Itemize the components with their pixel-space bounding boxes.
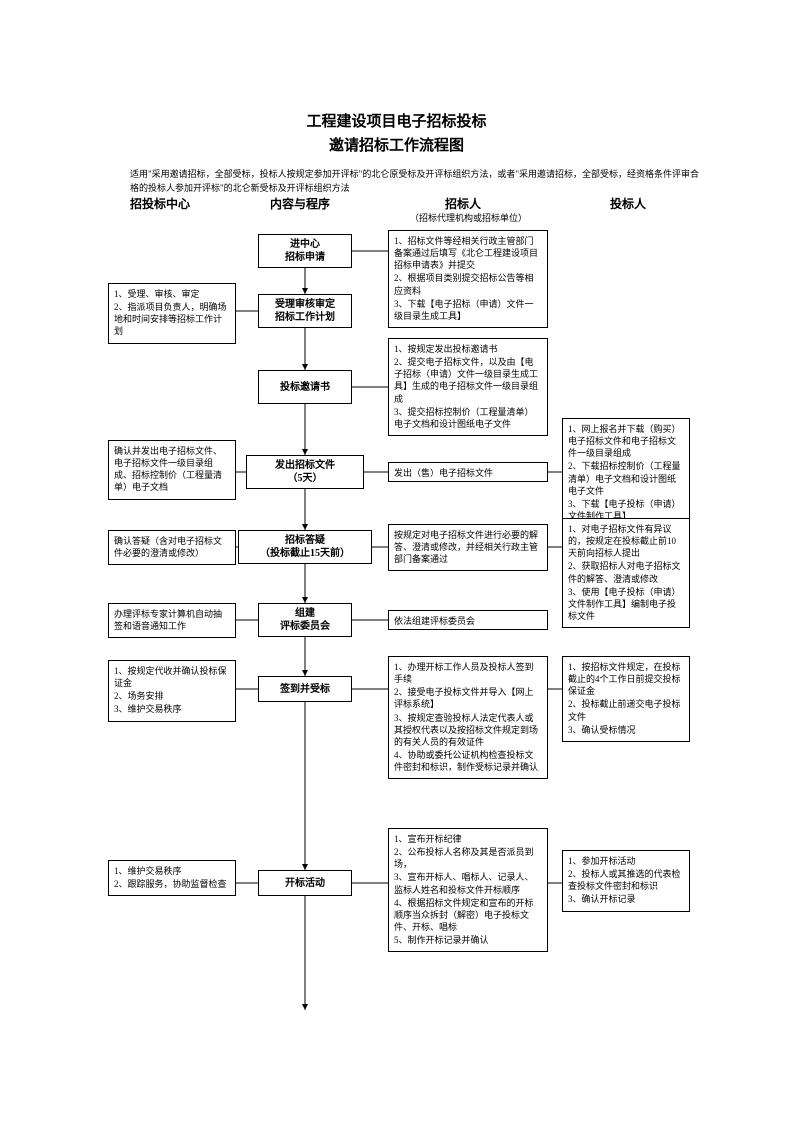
tbox-committee: 依法组建评标委员会 — [388, 610, 548, 630]
bbox-signin: 1、按招标文件规定，在投标截止的4个工作日前提交投标保证金 2、投标截止前递交电… — [562, 656, 690, 742]
tbox-issue: 发出（售）电子招标文件 — [388, 462, 548, 482]
node-committee-l2: 评标委员会 — [280, 620, 330, 633]
node-review-l1: 受理审核审定 — [275, 298, 335, 311]
b5c: 3、使用【电子投标（申请）文件制作工具】编制电子投标文件 — [568, 586, 684, 622]
tbox-apply: 1、招标文件等经相关行政主管部门备案通过后填写《北仑工程建设项目招标申请表》并提… — [388, 230, 548, 328]
l7a: 1、按规定代收并确认投标保证金 — [114, 665, 230, 689]
node-invite: 投标邀请书 — [258, 370, 352, 404]
col-tenderee: 招标人 — [445, 195, 481, 212]
tbox-invite: 1、按规定发出投标邀请书 2、提交电子招标文件，以及由【电子招标（申请）文件一级… — [388, 338, 548, 436]
b7b: 2、投标截止前递交电子投标文件 — [568, 698, 684, 722]
r8e: 5、制作开标记录并确认 — [394, 934, 542, 946]
node-apply-l2: 招标申请 — [285, 251, 325, 264]
l7b: 2、场务安排 — [114, 690, 230, 702]
r8c: 3、宣布开标人、唱标人、记录人、监标人姓名和投标文件开标顺序 — [394, 871, 542, 895]
node-review-l2: 招标工作计划 — [275, 311, 335, 324]
bbox-open: 1、参加开标活动 2、投标人或其推选的代表检查投标文件密封和标识 3、确认开标记… — [562, 850, 690, 912]
node-qa: 招标答疑 （投标截止15天前） — [238, 530, 372, 564]
node-committee-l1: 组建 — [295, 607, 315, 620]
r4a: 发出（售）电子招标文件 — [394, 467, 542, 479]
node-signin: 签到并受标 — [258, 676, 352, 702]
title-line-2: 邀请招标工作流程图 — [0, 134, 793, 158]
l2a: 1、受理、审核、审定 — [114, 288, 230, 300]
b5a: 1、对电子招标文件有异议的，按规定在投标截止前10天前向招标人提出 — [568, 523, 684, 559]
col-bidder: 投标人 — [610, 195, 646, 212]
r8d: 4、根据招标文件规定和宣布的开标顺序当众拆封（解密）电子投标文件、开标、唱标 — [394, 897, 542, 933]
l2b: 2、指派项目负责人，明确场地和时间安排等招标工作计划 — [114, 301, 230, 337]
b7c: 3、确认受标情况 — [568, 724, 684, 736]
r5a: 按规定对电子招标文件进行必要的解答、澄清或修改，并经相关行政主管部门备案通过 — [394, 529, 542, 565]
r1b: 2、根据项目类别提交招标公告等相应资料 — [394, 272, 542, 296]
r1c: 3、下载【电子招标（申请）文件一级目录生成工具】 — [394, 298, 542, 322]
node-invite-l1: 投标邀请书 — [280, 381, 330, 394]
r1a: 1、招标文件等经相关行政主管部门备案通过后填写《北仑工程建设项目招标申请表》并提… — [394, 235, 542, 271]
b4b: 2、下载招标控制价（工程量清单）电子文档和设计图纸电子文件 — [568, 460, 684, 496]
b8a: 1、参加开标活动 — [568, 855, 684, 867]
r7c: 3、按规定查验投标人法定代表人或其授权代表以及按招标文件规定到场的有关人员的有效… — [394, 712, 542, 748]
l8b: 2、跟踪服务，协助监督检查 — [114, 878, 230, 890]
l5a: 确认答疑（含对电子招标文件必要的澄清或修改） — [114, 535, 230, 559]
tbox-qa: 按规定对电子招标文件进行必要的解答、澄清或修改，并经相关行政主管部门备案通过 — [388, 524, 548, 571]
r8b: 2、公布投标人名称及其是否派员到场， — [394, 846, 542, 870]
b7a: 1、按招标文件规定，在投标截止的4个工作日前提交投标保证金 — [568, 661, 684, 697]
col-center: 招投标中心 — [130, 195, 190, 212]
node-open: 开标活动 — [258, 870, 352, 896]
l8a: 1、维护交易秩序 — [114, 865, 230, 877]
node-issue-l1: 发出招标文件 — [275, 459, 335, 472]
r8a: 1、宣布开标纪律 — [394, 833, 542, 845]
node-signin-l1: 签到并受标 — [280, 683, 330, 696]
tbox-open: 1、宣布开标纪律 2、公布投标人名称及其是否派员到场， 3、宣布开标人、唱标人、… — [388, 828, 548, 952]
bbox-qa: 1、对电子招标文件有异议的，按规定在投标截止前10天前向招标人提出 2、获取招标… — [562, 518, 690, 628]
node-committee: 组建 评标委员会 — [258, 603, 352, 637]
bbox-issue: 1、网上报名并下载（购买）电子招标文件和电子招标文件一级目录组成 2、下载招标控… — [562, 418, 690, 528]
r3a: 1、按规定发出投标邀请书 — [394, 343, 542, 355]
l4a: 确认并发出电子招标文件、电子招标文件一级目录组成、招标控制价（工程量清单）电子文… — [114, 445, 230, 494]
l7c: 3、维护交易秩序 — [114, 703, 230, 715]
node-apply-l1: 进中心 — [290, 238, 320, 251]
subtitle-text: 适用"采用邀请招标，全部受标，投标人按规定参加开评标"的北仑原受标及开评标组织方… — [0, 158, 793, 195]
r6a: 依法组建评标委员会 — [394, 615, 542, 627]
left-box-open: 1、维护交易秩序 2、跟踪服务，协助监督检查 — [108, 860, 236, 896]
b5b: 2、获取招标人对电子招标文件的解答、澄清或修改 — [568, 560, 684, 584]
r3c: 3、提交招标控制价（工程量清单）电子文档和设计图纸电子文件 — [394, 406, 542, 430]
r3b: 2、提交电子招标文件，以及由【电子招标（申请）文件一级目录生成工具】生成的电子招… — [394, 356, 542, 405]
node-qa-l2: （投标截止15天前） — [260, 547, 350, 560]
node-review: 受理审核审定 招标工作计划 — [258, 294, 352, 328]
left-box-committee: 办理评标专家计算机自动抽签和语音通知工作 — [108, 603, 236, 638]
left-box-review: 1、受理、审核、审定 2、指派项目负责人，明确场地和时间安排等招标工作计划 — [108, 283, 236, 344]
title-line-1: 工程建设项目电子招标投标 — [0, 110, 793, 134]
node-issue-l2: （5天） — [288, 472, 323, 485]
tbox-signin: 1、办理开标工作人员及投标人签到手续 2、接受电子投标文件并导入【网上评标系统】… — [388, 656, 548, 779]
r7d: 4、协助或委托公证机构检查投标文件密封和标识，制作受标记录并确认 — [394, 749, 542, 773]
node-open-l1: 开标活动 — [285, 877, 325, 890]
node-qa-l1: 招标答疑 — [285, 534, 325, 547]
col-process: 内容与程序 — [270, 195, 330, 212]
node-issue: 发出招标文件 （5天） — [246, 455, 364, 489]
b8c: 3、确认开标记录 — [568, 893, 684, 905]
r7b: 2、接受电子投标文件并导入【网上评标系统】 — [394, 686, 542, 710]
r7a: 1、办理开标工作人员及投标人签到手续 — [394, 661, 542, 685]
b4a: 1、网上报名并下载（购买）电子招标文件和电子招标文件一级目录组成 — [568, 423, 684, 459]
b8b: 2、投标人或其推选的代表检查投标文件密封和标识 — [568, 868, 684, 892]
left-box-issue: 确认并发出电子招标文件、电子招标文件一级目录组成、招标控制价（工程量清单）电子文… — [108, 440, 236, 500]
left-box-qa: 确认答疑（含对电子招标文件必要的澄清或修改） — [108, 530, 236, 565]
node-apply: 进中心 招标申请 — [258, 234, 352, 268]
left-box-signin: 1、按规定代收并确认投标保证金 2、场务安排 3、维护交易秩序 — [108, 660, 236, 722]
col-tenderee-sub: （招标代理机构或招标单位） — [410, 211, 527, 224]
l6a: 办理评标专家计算机自动抽签和语音通知工作 — [114, 608, 230, 632]
